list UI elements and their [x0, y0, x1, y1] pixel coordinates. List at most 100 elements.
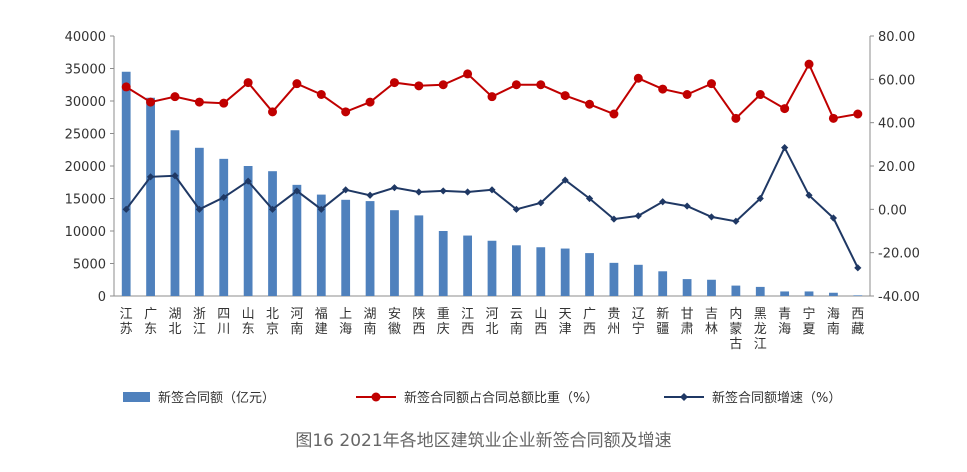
ratio-point-陕西 [414, 81, 424, 91]
ratio-point-福建 [316, 90, 326, 99]
x-tick-label: 上海 [339, 307, 352, 337]
bar-河北 [487, 240, 497, 296]
left-tick-label: 25000 [65, 128, 106, 143]
growth-point-贵州 [610, 215, 618, 223]
x-tick-label: 山西 [534, 307, 547, 337]
growth-point-海南 [829, 214, 838, 222]
growth-point-内蒙古 [732, 217, 740, 225]
bar-广西 [585, 253, 594, 296]
x-tick-label: 安徽 [388, 307, 401, 337]
legend-growth-label: 新签合同额增速（%） [712, 390, 841, 406]
bar-宁夏 [804, 291, 814, 296]
bar-陕西 [414, 215, 424, 296]
ratio-point-广西 [585, 99, 595, 109]
chart-caption: 图16 2021年各地区建筑业企业新签合同额及增速 [295, 431, 672, 451]
bar-安徽 [390, 210, 399, 296]
x-tick-label: 甘肃 [681, 307, 694, 337]
x-tick-label: 内蒙古 [729, 306, 742, 352]
bar-河南 [292, 184, 302, 296]
growth-point-安徽 [390, 184, 399, 192]
bar-湖南 [365, 201, 375, 296]
x-tick-label: 青海 [778, 307, 791, 337]
x-tick-label: 云南 [510, 307, 523, 337]
bar-北京 [268, 171, 277, 296]
x-tick-label: 福建 [315, 307, 328, 337]
x-tick-label: 辽宁 [632, 307, 645, 337]
growth-point-浙江 [195, 205, 203, 213]
growth-point-青海 [781, 143, 789, 152]
ratio-point-辽宁 [633, 73, 643, 83]
x-tick-label: 天津 [559, 307, 572, 337]
ratio-point-青海 [780, 104, 790, 114]
growth-point-北京 [268, 205, 277, 213]
bar-湖北 [170, 130, 180, 296]
growth-point-四川 [220, 193, 228, 202]
growth-point-甘肃 [683, 202, 691, 210]
line-series [121, 59, 863, 272]
left-tick-label: 30000 [65, 95, 106, 110]
ratio-point-新疆 [658, 84, 668, 94]
bar-甘肃 [682, 279, 692, 296]
ratio-point-上海 [341, 107, 351, 117]
x-axis-labels: 江苏广东湖北浙江四川山东北京河南福建上海湖南安徽陕西重庆江西河北云南山西天津广西… [120, 306, 865, 352]
bar-云南 [511, 245, 521, 296]
x-tick-label: 海南 [827, 307, 840, 337]
right-tick-label: 80.00 [878, 30, 915, 45]
ratio-point-湖南 [365, 97, 375, 107]
bar-江苏 [121, 71, 131, 296]
growth-point-天津 [561, 176, 569, 184]
bar-山东 [243, 166, 253, 296]
ratio-point-山西 [536, 80, 546, 90]
bar-浙江 [194, 147, 204, 296]
ratio-point-北京 [268, 107, 278, 117]
right-tick-label: -20.00 [878, 247, 920, 262]
right-tick-label: -40.00 [878, 290, 920, 305]
left-tick-label: 15000 [65, 193, 106, 208]
bar-黑龙江 [755, 286, 765, 296]
x-tick-label: 山东 [242, 307, 255, 337]
growth-point-江西 [464, 188, 472, 196]
ratio-point-吉林 [706, 79, 716, 89]
ratio-point-天津 [560, 91, 570, 101]
bar-福建 [316, 194, 326, 296]
bar-内蒙古 [731, 285, 741, 296]
ratio-point-湖北 [170, 92, 180, 102]
ratio-point-宁夏 [804, 59, 814, 69]
growth-point-新疆 [659, 198, 667, 206]
bar-贵州 [609, 262, 619, 296]
growth-point-福建 [317, 205, 325, 213]
ratio-point-重庆 [438, 80, 448, 90]
bar-西藏 [853, 295, 863, 296]
left-tick-label: 0 [98, 290, 106, 305]
bar-辽宁 [633, 264, 643, 296]
growth-point-河北 [488, 186, 496, 194]
bar-海南 [829, 292, 838, 296]
bar-吉林 [707, 279, 716, 296]
growth-point-西藏 [854, 264, 862, 272]
x-tick-label: 江苏 [120, 307, 133, 337]
growth-point-辽宁 [634, 212, 642, 220]
bar-青海 [780, 291, 790, 296]
growth-point-黑龙江 [756, 194, 764, 203]
ratio-point-广东 [146, 97, 156, 107]
x-tick-label: 贵州 [607, 307, 620, 337]
axes: 0 5000 10000 15000 20000 25000 30000 35000 40000… [65, 30, 920, 305]
x-tick-label: 湖南 [364, 307, 377, 337]
ratio-point-浙江 [194, 97, 204, 107]
bar-山西 [536, 247, 546, 296]
growth-point-广东 [146, 173, 155, 181]
x-tick-label: 河北 [485, 307, 498, 337]
right-tick-label: 20.00 [878, 160, 915, 175]
ratio-point-江西 [463, 69, 473, 79]
x-tick-label: 广西 [583, 307, 596, 337]
x-tick-label: 浙江 [193, 307, 206, 337]
ratio-point-河南 [292, 79, 302, 89]
bar-series [121, 71, 863, 296]
growth-point-河南 [293, 187, 301, 195]
legend-ratio-label: 新签合同额占合同总额比重（%） [404, 390, 598, 406]
growth-point-江苏 [122, 205, 130, 213]
ratio-point-江苏 [121, 82, 131, 92]
x-tick-label: 西藏 [851, 307, 864, 337]
ratio-point-贵州 [609, 109, 619, 119]
